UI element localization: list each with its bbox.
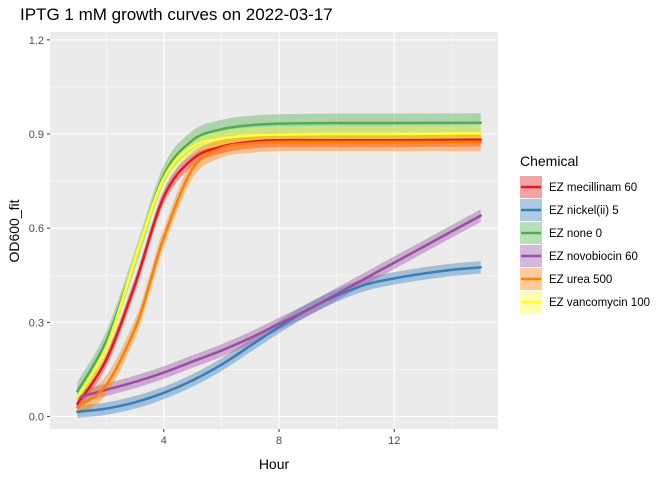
band-ez-nickel-ii-5 [77,261,481,419]
legend-item-ez-urea-500: EZ urea 500 [520,268,612,290]
legend-label: EZ urea 500 [549,274,612,286]
y-tick-label: 0.0 [29,411,44,423]
series-lines [76,121,482,413]
legend-item-ez-vancomycin-100: EZ vancomycin 100 [520,291,650,313]
x-axis-title: Hour [259,456,290,472]
plot-panel [50,32,498,429]
x-tick-label: 12 [388,435,400,447]
legend-item-ez-novobiocin-60: EZ novobiocin 60 [520,245,638,267]
chart-title: IPTG 1 mM growth curves on 2022-03-17 [20,5,333,24]
legend-label: EZ vancomycin 100 [549,297,650,309]
y-tick-label: 0.3 [29,317,44,329]
line-ez-nickel-ii-5 [76,266,482,413]
line-ez-novobiocin-60 [76,214,482,399]
y-tick-label: 0.9 [29,129,44,141]
legend-label: EZ nickel(ii) 5 [549,205,619,217]
x-axis: 4 8 12 [161,429,400,447]
legend-label: EZ mecillinam 60 [549,182,637,194]
band-ez-urea-500 [77,132,481,417]
legend-item-ez-nickel-ii-5: EZ nickel(ii) 5 [520,199,619,221]
y-axis-title: OD600_fit [6,199,22,262]
band-ez-novobiocin-60 [77,209,481,404]
line-ez-mecillinam-60 [76,138,482,406]
line-ez-vancomycin-100 [76,132,482,399]
x-tick-label: 4 [161,435,167,447]
y-axis: 0.0 0.3 0.6 0.9 1.2 [29,35,50,423]
x-tick-label: 8 [276,435,282,447]
legend: Chemical EZ mecillinam 60 EZ nickel(ii) 5… [520,153,650,313]
y-tick-label: 1.2 [29,35,44,47]
legend-title: Chemical [520,153,578,169]
legend-item-ez-mecillinam-60: EZ mecillinam 60 [520,176,637,198]
line-ez-urea-500 [76,140,482,409]
legend-label: EZ novobiocin 60 [549,251,638,263]
legend-item-ez-none-0: EZ none 0 [520,222,602,244]
legend-label: EZ none 0 [549,228,602,240]
y-tick-label: 0.6 [29,223,44,235]
confidence-bands [77,113,481,419]
